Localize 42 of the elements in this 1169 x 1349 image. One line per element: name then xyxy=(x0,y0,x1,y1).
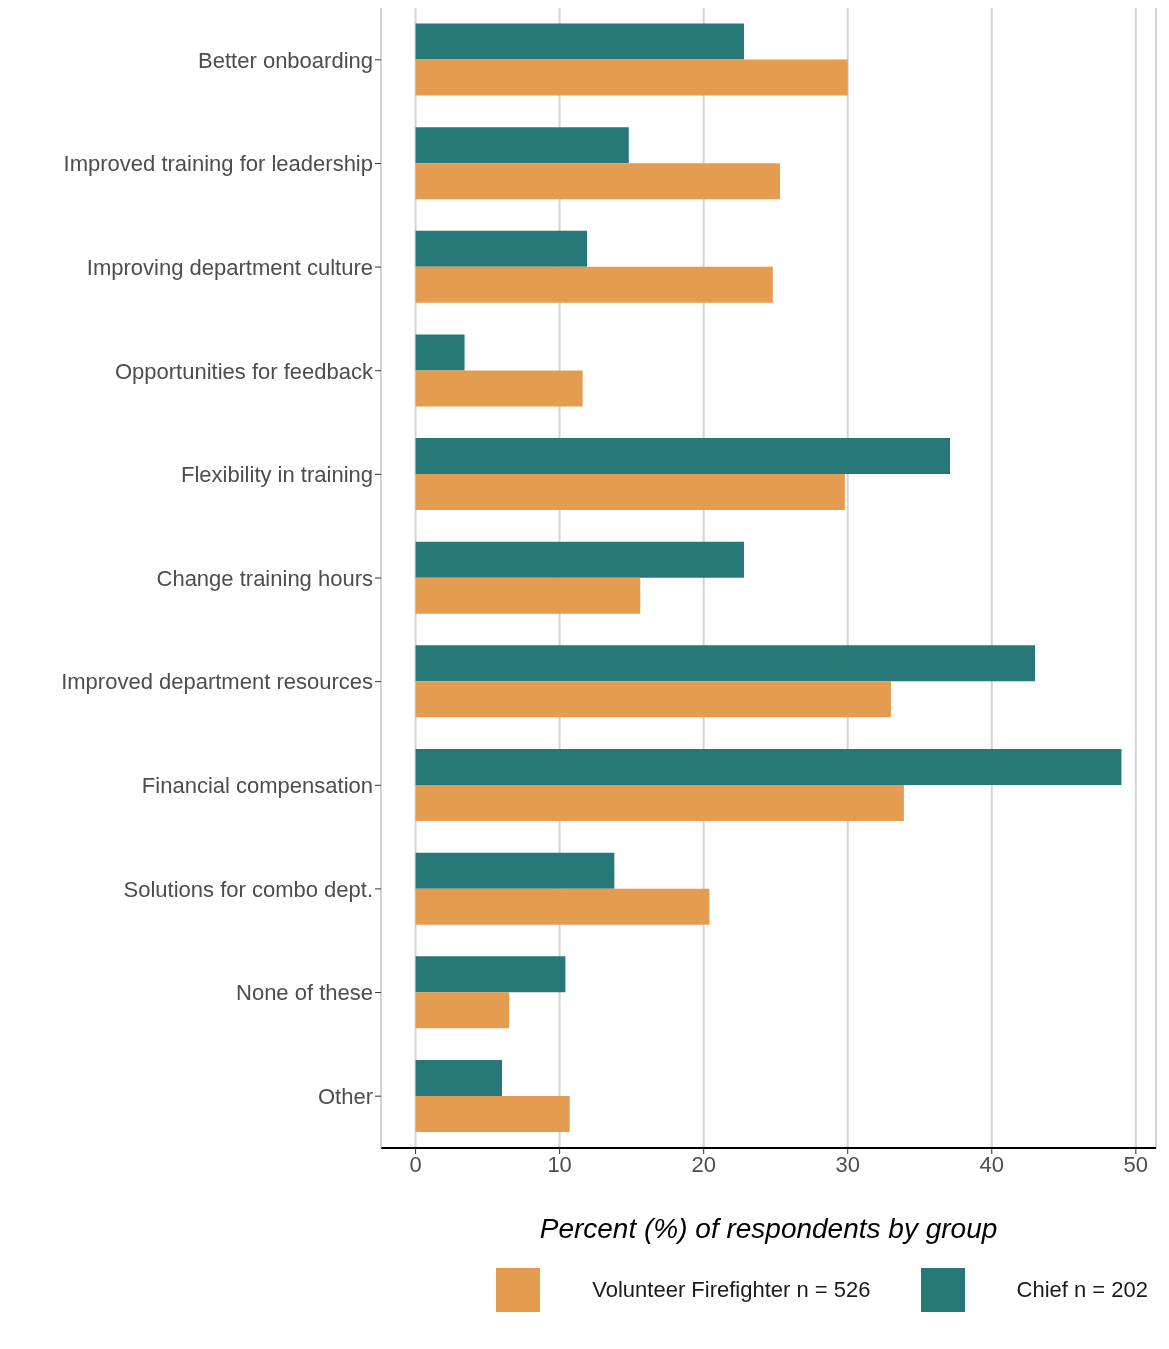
x-tick-label: 40 xyxy=(979,1151,1005,1177)
bar xyxy=(415,127,629,164)
y-tick-label: Change training hours xyxy=(156,565,373,591)
y-tick-label: Better onboarding xyxy=(198,47,373,73)
bar xyxy=(415,1095,570,1132)
x-axis-title: Percent (%) of respondents by group xyxy=(539,1213,998,1244)
bar xyxy=(415,645,1035,682)
bar xyxy=(415,266,773,303)
bar xyxy=(415,577,641,614)
x-tick-label: 20 xyxy=(691,1151,716,1177)
bar xyxy=(415,230,587,267)
x-tick-label: 10 xyxy=(547,1151,572,1177)
bar xyxy=(415,474,845,511)
x-tick-label: 50 xyxy=(1123,1151,1149,1177)
y-tick-label: Financial compensation xyxy=(141,773,373,799)
bar xyxy=(415,23,745,60)
bar xyxy=(415,163,781,200)
y-tick-label: Solutions for combo dept. xyxy=(123,876,373,902)
bar xyxy=(415,681,891,718)
bar xyxy=(415,992,510,1029)
y-tick-label: Other xyxy=(317,1083,373,1109)
legend-label: Chief n = 202 xyxy=(1016,1277,1148,1303)
bar xyxy=(415,59,848,96)
y-tick-label: None of these xyxy=(236,980,373,1006)
y-tick-label: Opportunities for feedback xyxy=(114,358,374,384)
bar xyxy=(415,370,583,407)
bar xyxy=(415,956,566,993)
bar xyxy=(415,785,904,821)
bar xyxy=(415,438,951,475)
y-tick-label: Improved training for leadership xyxy=(63,151,373,177)
bar xyxy=(415,334,465,371)
y-tick-label: Improving department culture xyxy=(86,254,373,280)
legend-label: Volunteer Firefighter n = 526 xyxy=(592,1277,871,1303)
x-tick-label: 30 xyxy=(835,1151,860,1177)
bar xyxy=(415,541,745,578)
bar xyxy=(415,888,710,925)
bar xyxy=(415,852,615,889)
x-tick-label: 0 xyxy=(409,1151,422,1177)
y-tick-label: Flexibility in training xyxy=(181,462,373,488)
y-tick-label: Improved department resources xyxy=(61,669,373,695)
bar xyxy=(415,749,1122,785)
bar xyxy=(415,1059,502,1096)
